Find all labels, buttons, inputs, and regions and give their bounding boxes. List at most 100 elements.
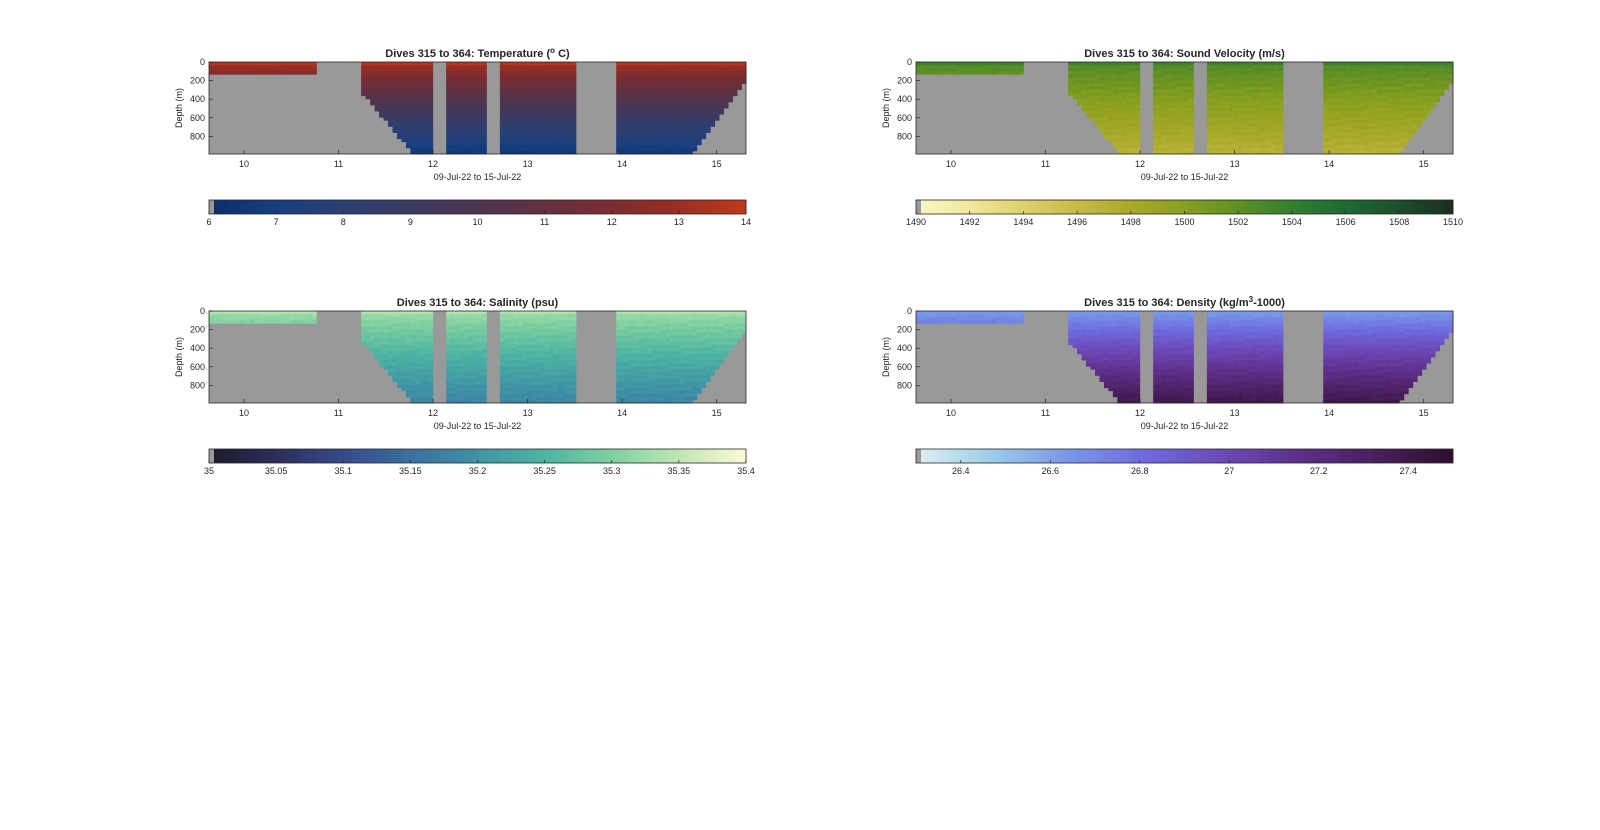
heatmap-cell	[1224, 74, 1230, 78]
heatmap-cell	[638, 141, 644, 146]
heatmap-cell	[535, 138, 541, 143]
heatmap-cell	[1117, 129, 1123, 133]
heatmap-cell	[549, 126, 554, 130]
heatmap-cell	[504, 77, 510, 81]
heatmap-cell	[647, 80, 653, 84]
heatmap-cell	[473, 101, 478, 106]
heatmap-cell	[1376, 120, 1382, 124]
heatmap-cell	[678, 68, 684, 72]
heatmap-cell	[401, 65, 407, 69]
heatmap-cell	[1126, 123, 1132, 127]
heatmap-cell	[446, 366, 452, 370]
heatmap-cell	[714, 83, 720, 87]
colorbar-segment	[1085, 200, 1089, 214]
heatmap-cell	[938, 62, 944, 66]
heatmap-cell	[1229, 89, 1235, 94]
heatmap-cell	[1265, 77, 1270, 81]
heatmap-cell	[405, 114, 411, 118]
heatmap-cell	[370, 347, 375, 352]
heatmap-cell	[213, 317, 219, 321]
heatmap-cell	[531, 117, 537, 121]
heatmap-cell	[719, 62, 725, 66]
heatmap-cell	[656, 108, 662, 112]
heatmap-cell	[209, 62, 214, 66]
heatmap-cell	[1390, 95, 1396, 100]
colorbar-segment	[1367, 200, 1371, 214]
heatmap-cell	[1327, 135, 1333, 140]
colorbar-segment	[1034, 200, 1038, 214]
heatmap-cell	[1211, 95, 1217, 100]
heatmap-cell	[544, 126, 550, 130]
colorbar-segment	[1283, 200, 1287, 214]
heatmap-cell	[1251, 144, 1257, 149]
heatmap-cell	[1238, 147, 1244, 152]
heatmap-cell	[209, 320, 214, 324]
heatmap-cell	[455, 74, 461, 78]
heatmap-cell	[714, 68, 720, 72]
heatmap-cell	[1376, 126, 1382, 130]
heatmap-cell	[625, 65, 631, 69]
heatmap-cell	[1367, 104, 1373, 109]
heatmap-cell	[1417, 86, 1423, 90]
heatmap-cell	[396, 80, 402, 84]
heatmap-cell	[1323, 83, 1329, 87]
heatmap-cell	[374, 65, 380, 69]
heatmap-cell	[1345, 68, 1351, 72]
heatmap-cell	[450, 71, 456, 75]
colorbar-segment	[1187, 200, 1191, 214]
heatmap-cell	[1157, 71, 1163, 75]
heatmap-cell	[1269, 68, 1275, 72]
heatmap-cell	[410, 357, 416, 361]
heatmap-cell	[1215, 74, 1221, 78]
heatmap-cell	[1220, 89, 1226, 94]
heatmap-cell	[1345, 71, 1351, 75]
heatmap-cell	[370, 74, 375, 78]
heatmap-cell	[1018, 62, 1024, 66]
colorbar-segment	[662, 200, 666, 214]
heatmap-cell	[1345, 89, 1351, 94]
heatmap-cell	[414, 320, 420, 324]
colorbar-segment	[1313, 200, 1317, 214]
heatmap-cell	[656, 101, 662, 106]
heatmap-cell	[1412, 80, 1418, 84]
heatmap-cell	[1376, 129, 1382, 133]
heatmap-cell	[1336, 144, 1342, 149]
heatmap-cell	[1229, 83, 1235, 87]
heatmap-cell	[1188, 104, 1194, 109]
heatmap-cell	[423, 390, 429, 395]
heatmap-cell	[1394, 129, 1400, 133]
heatmap-cell	[401, 387, 407, 392]
heatmap-cell	[414, 80, 420, 84]
heatmap-cell	[1385, 74, 1391, 78]
heatmap-cell	[1336, 147, 1342, 152]
heatmap-cell	[1381, 86, 1387, 90]
heatmap-cell	[1403, 83, 1409, 87]
heatmap-cell	[1376, 74, 1382, 78]
heatmap-cell	[401, 123, 407, 127]
heatmap-cell	[960, 65, 966, 69]
heatmap-cell	[401, 62, 407, 66]
heatmap-cell	[410, 129, 416, 133]
heatmap-cell	[419, 135, 425, 140]
heatmap-cell	[249, 62, 255, 66]
heatmap-cell	[1367, 135, 1373, 140]
heatmap-cell	[508, 104, 514, 109]
heatmap-cell	[428, 326, 434, 330]
colorbar-segment	[1375, 200, 1379, 214]
heatmap-cell	[692, 114, 698, 118]
heatmap-cell	[1162, 141, 1168, 146]
heatmap-cell	[1372, 150, 1378, 155]
heatmap-cell	[634, 80, 640, 84]
heatmap-cell	[674, 89, 680, 94]
heatmap-cell	[1166, 98, 1172, 103]
colorbar-segment	[622, 200, 626, 214]
heatmap-cell	[1367, 138, 1373, 143]
heatmap-cell	[535, 95, 541, 100]
heatmap-cell	[410, 326, 416, 330]
heatmap-cell	[1130, 95, 1136, 100]
heatmap-cell	[1426, 83, 1432, 87]
heatmap-cell	[683, 68, 689, 72]
heatmap-cell	[567, 135, 572, 140]
colorbar-segment	[991, 200, 995, 214]
heatmap-cell	[1103, 86, 1109, 90]
